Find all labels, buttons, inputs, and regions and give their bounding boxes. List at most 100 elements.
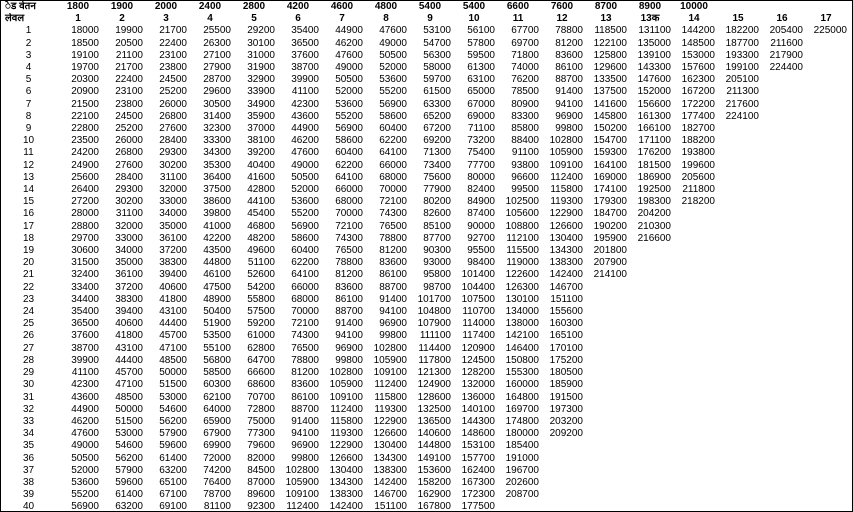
cell-value: 216600 — [628, 233, 672, 245]
cell-value: 205100 — [716, 74, 760, 86]
cell-value — [716, 318, 760, 330]
cell-value: 152000 — [628, 86, 672, 98]
header-grade-pay-col: 8700 — [584, 1, 628, 13]
cell-value: 195900 — [584, 233, 628, 245]
cell-value — [760, 86, 804, 98]
cell-value: 105900 — [276, 477, 320, 489]
header-level-col: 12 — [540, 13, 584, 25]
row-index: 5 — [1, 74, 56, 86]
cell-value: 36100 — [100, 269, 144, 281]
cell-value: 30200 — [100, 196, 144, 208]
cell-value: 126300 — [496, 282, 540, 294]
cell-value: 44800 — [188, 257, 232, 269]
cell-value — [716, 416, 760, 428]
cell-value — [672, 501, 716, 512]
cell-value: 141600 — [584, 99, 628, 111]
cell-value: 109100 — [276, 489, 320, 501]
cell-value: 25200 — [100, 123, 144, 135]
cell-value — [848, 416, 853, 428]
cell-value: 36400 — [188, 172, 232, 184]
cell-value: 83600 — [276, 379, 320, 391]
cell-value: 76500 — [364, 221, 408, 233]
cell-value: 46100 — [188, 269, 232, 281]
cell-value: 26000 — [100, 135, 144, 147]
cell-value — [848, 257, 853, 269]
cell-value: 138300 — [540, 257, 584, 269]
cell-value: 126600 — [540, 221, 584, 233]
header-grade-pay-col: 2000 — [144, 1, 188, 13]
header-level-col: 1 — [56, 13, 100, 25]
table-row: 3143600485005300062100707008610010910011… — [1, 392, 853, 404]
cell-value — [848, 392, 853, 404]
cell-value: 139100 — [628, 50, 672, 62]
cell-value — [716, 501, 760, 512]
cell-value: 159300 — [584, 147, 628, 159]
pay-matrix-table-wrap: ेड वेतन180019002000240028004200460048005… — [0, 0, 853, 512]
cell-value: 78800 — [276, 355, 320, 367]
cell-value — [584, 440, 628, 452]
cell-value — [716, 489, 760, 501]
cell-value: 144200 — [672, 25, 716, 37]
cell-value — [848, 440, 853, 452]
cell-value — [716, 196, 760, 208]
cell-value: 31500 — [56, 257, 100, 269]
cell-value — [584, 343, 628, 355]
cell-value — [716, 184, 760, 196]
cell-value: 151100 — [364, 501, 408, 512]
cell-value: 44100 — [232, 196, 276, 208]
cell-value: 52000 — [56, 465, 100, 477]
cell-value: 211600 — [760, 38, 804, 50]
cell-value: 51500 — [100, 416, 144, 428]
table-row: 4197002170023800279003190038700490005200… — [1, 62, 853, 74]
cell-value — [584, 465, 628, 477]
table-row: 2031500350003830044800511006220078800836… — [1, 257, 853, 269]
cell-value — [760, 147, 804, 159]
cell-value: 47600 — [276, 147, 320, 159]
cell-value: 162900 — [408, 489, 452, 501]
row-index: 19 — [1, 245, 56, 257]
cell-value — [716, 135, 760, 147]
cell-value: 126600 — [364, 428, 408, 440]
cell-value: 28700 — [188, 74, 232, 86]
cell-value: 46800 — [232, 221, 276, 233]
cell-value — [672, 245, 716, 257]
cell-value — [716, 245, 760, 257]
cell-value — [760, 160, 804, 172]
cell-value: 92300 — [232, 501, 276, 512]
cell-value — [716, 282, 760, 294]
cell-value: 58600 — [320, 135, 364, 147]
row-index: 25 — [1, 318, 56, 330]
cell-value: 31000 — [232, 50, 276, 62]
table-row: 1728800320003500041000468005690072100765… — [1, 221, 853, 233]
cell-value: 48200 — [232, 233, 276, 245]
cell-value: 60300 — [188, 379, 232, 391]
cell-value — [760, 172, 804, 184]
cell-value — [628, 392, 672, 404]
cell-value: 26300 — [188, 38, 232, 50]
cell-value: 130100 — [496, 294, 540, 306]
header-level-col: 5 — [232, 13, 276, 25]
cell-value — [716, 208, 760, 220]
header-level-col: 2 — [100, 13, 144, 25]
cell-value: 35000 — [100, 257, 144, 269]
cell-value: 108800 — [496, 221, 540, 233]
cell-value: 33400 — [56, 282, 100, 294]
cell-value: 134300 — [364, 453, 408, 465]
cell-value: 134300 — [320, 477, 364, 489]
cell-value: 170100 — [540, 343, 584, 355]
cell-value: 71800 — [496, 50, 540, 62]
cell-value: 62100 — [188, 392, 232, 404]
cell-value — [672, 465, 716, 477]
header-grade-pay-col: 2400 — [188, 1, 232, 13]
cell-value: 130400 — [364, 440, 408, 452]
cell-value: 126600 — [320, 453, 364, 465]
cell-value: 151100 — [540, 294, 584, 306]
cell-value: 29300 — [100, 184, 144, 196]
cell-value: 30500 — [188, 99, 232, 111]
cell-value: 96900 — [276, 440, 320, 452]
cell-value — [628, 465, 672, 477]
cell-value: 66000 — [320, 184, 364, 196]
cell-value — [716, 379, 760, 391]
cell-value: 112400 — [320, 404, 364, 416]
cell-value: 218200 — [672, 196, 716, 208]
